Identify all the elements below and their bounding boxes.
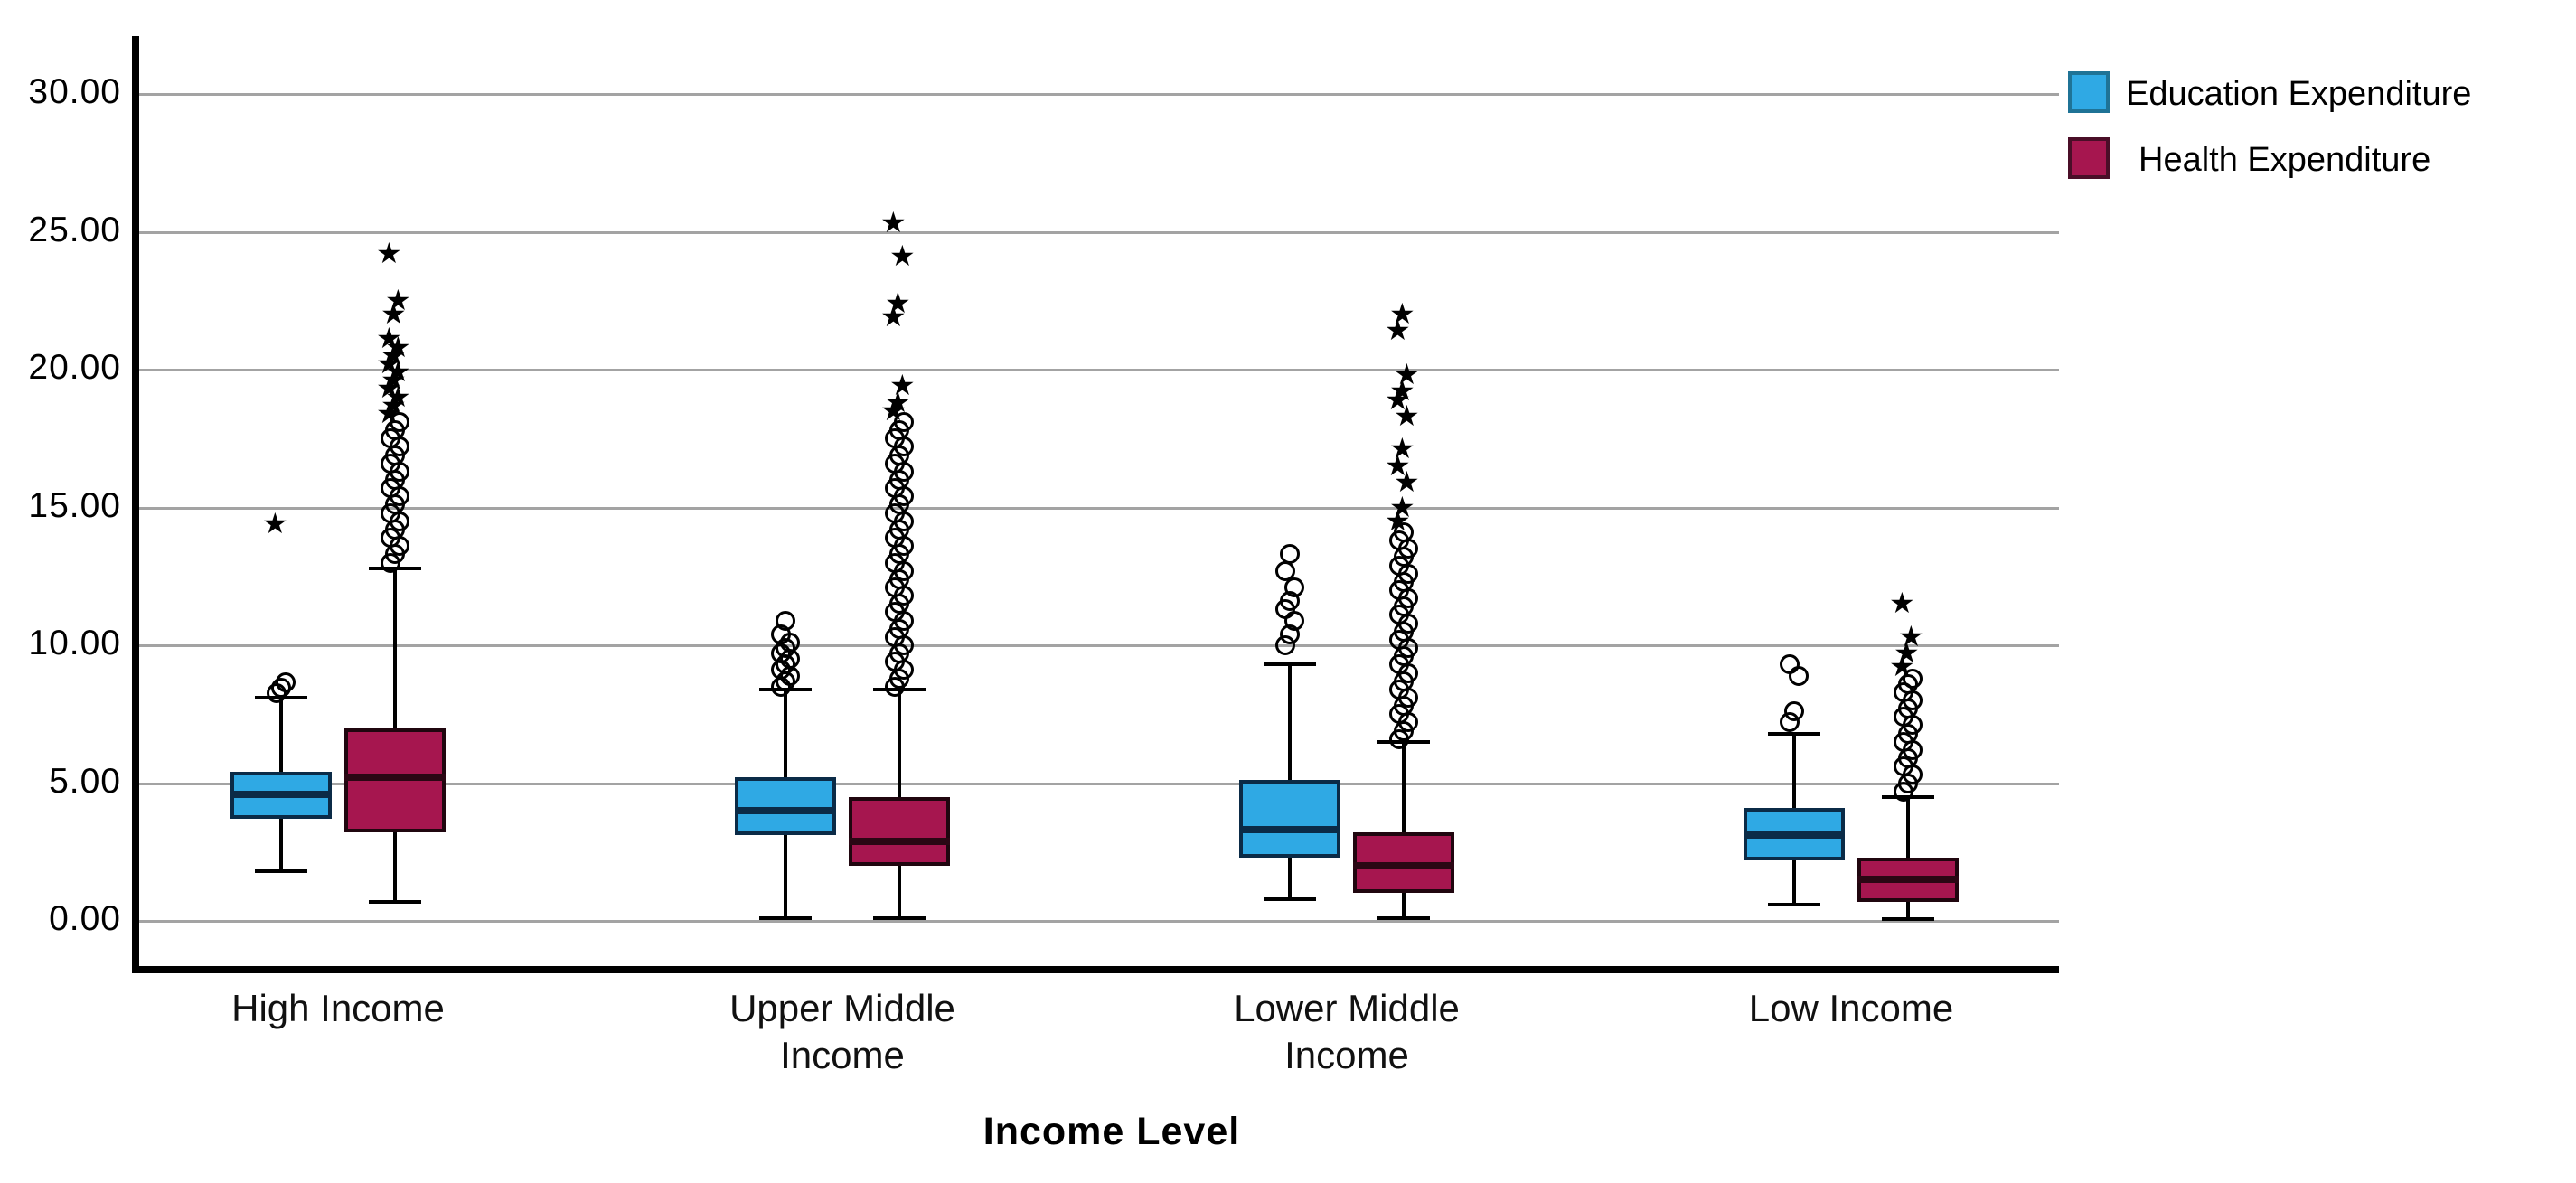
category-label: Lower Middle Income — [1234, 987, 1460, 1076]
extreme-star-marker: ★ — [1389, 432, 1415, 465]
whisker-cap-lower — [1264, 897, 1316, 901]
box-health-upper-middle-income — [849, 796, 950, 866]
median-line — [849, 837, 950, 845]
extreme-star-marker: ★ — [1394, 465, 1420, 499]
extreme-star-marker: ★ — [889, 369, 916, 402]
extreme-star-marker: ★ — [376, 396, 402, 429]
extreme-star-marker: ★ — [376, 346, 402, 380]
extreme-star-marker: ★ — [1394, 399, 1420, 432]
y-tick-label: 30.00 — [28, 72, 121, 111]
whisker-cap-lower — [255, 869, 307, 874]
extreme-star-marker: ★ — [1385, 448, 1411, 482]
gridline — [138, 369, 2059, 371]
legend-label-education-expenditure: Education Expenditure — [2126, 75, 2472, 113]
x-axis-title: Income Level — [982, 1110, 1241, 1153]
whisker-cap-lower — [369, 899, 421, 904]
extreme-star-marker: ★ — [385, 380, 411, 413]
x-axis-line — [132, 966, 2059, 973]
outlier-circle — [1275, 560, 1295, 581]
whisker-cap-lower — [1882, 917, 1934, 922]
gridline — [138, 644, 2059, 647]
whisker-line — [1402, 741, 1406, 918]
box-education-lower-middle-income — [1239, 780, 1340, 858]
median-line — [344, 774, 446, 782]
outlier-circle — [1284, 577, 1304, 597]
extreme-star-marker: ★ — [1394, 358, 1420, 391]
extreme-star-marker: ★ — [381, 338, 407, 371]
outlier-circle — [894, 411, 914, 432]
gridline — [138, 230, 2059, 234]
y-tick-label: 0.00 — [49, 899, 121, 938]
extreme-star-marker: ★ — [880, 206, 907, 239]
gridline — [138, 920, 2059, 923]
outlier-circle — [1280, 544, 1300, 565]
outlier-circle — [276, 672, 296, 693]
whisker-cap-lower — [873, 915, 926, 920]
extreme-star-marker: ★ — [889, 239, 916, 272]
extreme-star-marker: ★ — [381, 363, 407, 397]
whisker-cap-lower — [759, 915, 812, 920]
extreme-star-marker: ★ — [376, 371, 402, 405]
extreme-star-marker: ★ — [1389, 490, 1415, 523]
gridline — [138, 782, 2059, 785]
legend-swatch-education-expenditure — [2068, 71, 2110, 113]
extreme-star-marker: ★ — [376, 322, 402, 355]
extreme-star-marker: ★ — [1385, 314, 1411, 347]
extreme-star-marker: ★ — [1889, 587, 1915, 620]
gridline — [138, 93, 2059, 96]
median-line — [230, 790, 332, 798]
whisker-cap-upper — [1264, 662, 1316, 667]
extreme-star-marker: ★ — [1898, 619, 1924, 653]
legend-label-health-expenditure: Health Expenditure — [2139, 141, 2431, 179]
median-line — [735, 807, 836, 814]
extreme-star-marker: ★ — [885, 286, 911, 319]
extreme-star-marker: ★ — [1385, 382, 1411, 416]
whisker-cap-lower — [1768, 902, 1820, 906]
median-line — [1857, 876, 1959, 884]
median-line — [1744, 831, 1845, 840]
category-label: High Income — [231, 987, 445, 1029]
outlier-circle — [1784, 701, 1804, 722]
outlier-circle — [776, 610, 795, 631]
median-line — [1353, 862, 1454, 869]
whisker-cap-lower — [1377, 915, 1430, 920]
extreme-star-marker: ★ — [1889, 650, 1915, 683]
extreme-star-marker: ★ — [262, 506, 288, 540]
y-tick-label: 10.00 — [28, 624, 121, 662]
outlier-circle — [390, 411, 409, 432]
outlier-circle — [1394, 521, 1414, 542]
extreme-star-marker: ★ — [385, 283, 411, 316]
extreme-star-marker: ★ — [1389, 374, 1415, 408]
extreme-star-marker: ★ — [381, 388, 407, 421]
extreme-star-marker: ★ — [880, 300, 907, 333]
whisker-cap-upper — [1768, 731, 1820, 736]
extreme-star-marker: ★ — [1894, 636, 1920, 670]
extreme-star-marker: ★ — [1389, 297, 1415, 330]
box-education-upper-middle-income — [735, 777, 836, 836]
outlier-circle — [1780, 654, 1800, 675]
y-tick-label: 5.00 — [49, 761, 121, 801]
category-label: Upper Middle Income — [729, 987, 955, 1076]
extreme-star-marker: ★ — [1385, 503, 1411, 537]
outlier-circle — [1903, 668, 1923, 689]
extreme-star-marker: ★ — [385, 355, 411, 389]
y-tick-label: 25.00 — [28, 210, 121, 249]
y-tick-label: 20.00 — [28, 348, 121, 387]
extreme-star-marker: ★ — [385, 330, 411, 363]
extreme-star-marker: ★ — [880, 393, 907, 427]
extreme-star-marker: ★ — [376, 236, 402, 269]
extreme-star-marker: ★ — [885, 385, 911, 418]
gridline — [138, 506, 2059, 510]
extreme-star-marker: ★ — [381, 297, 407, 330]
y-tick-label: 15.00 — [28, 485, 121, 525]
y-axis-line — [132, 36, 139, 972]
legend-swatch-health-expenditure — [2068, 137, 2110, 179]
median-line — [1239, 826, 1340, 834]
category-label: Low Income — [1748, 987, 1954, 1029]
